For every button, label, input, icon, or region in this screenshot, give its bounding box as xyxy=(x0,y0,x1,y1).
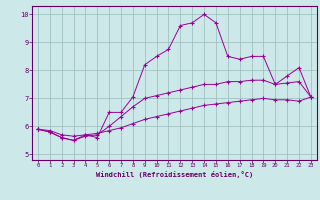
X-axis label: Windchill (Refroidissement éolien,°C): Windchill (Refroidissement éolien,°C) xyxy=(96,171,253,178)
